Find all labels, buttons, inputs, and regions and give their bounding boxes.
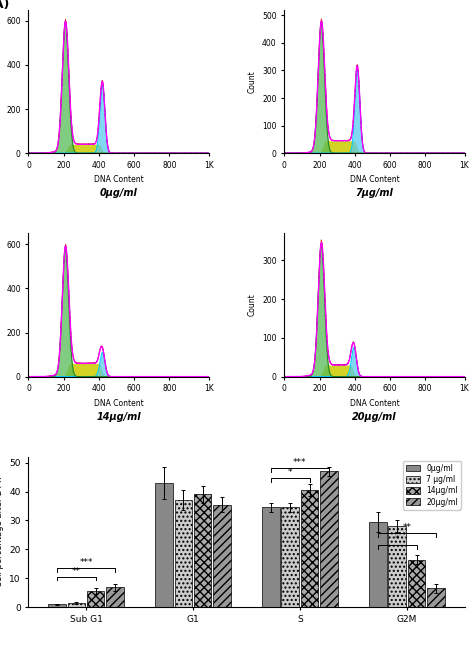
Bar	[320, 471, 337, 607]
Bar	[282, 507, 299, 607]
Text: 0μg/ml: 0μg/ml	[100, 188, 137, 198]
Bar	[155, 483, 173, 607]
Bar	[389, 526, 406, 607]
Text: *: *	[288, 468, 292, 477]
Bar	[262, 507, 280, 607]
X-axis label: DNA Content: DNA Content	[94, 399, 144, 408]
Text: 7μg/ml: 7μg/ml	[356, 188, 393, 198]
Bar	[67, 603, 85, 607]
Text: **: **	[402, 523, 411, 532]
Text: 14μg/ml: 14μg/ml	[96, 411, 141, 422]
Text: (A): (A)	[0, 0, 10, 11]
Bar	[427, 588, 445, 607]
Text: ***: ***	[79, 558, 93, 567]
Bar	[48, 605, 66, 607]
Bar	[301, 490, 319, 607]
Bar	[369, 522, 387, 607]
Y-axis label: Cell percentage after 24 h: Cell percentage after 24 h	[0, 477, 4, 587]
X-axis label: DNA Content: DNA Content	[349, 399, 399, 408]
Y-axis label: Count: Count	[247, 294, 256, 316]
Bar	[106, 587, 124, 607]
Bar	[408, 560, 426, 607]
Y-axis label: Count: Count	[247, 70, 256, 93]
Bar	[213, 505, 231, 607]
X-axis label: DNA Content: DNA Content	[349, 176, 399, 184]
Text: **: **	[72, 567, 81, 576]
Bar	[194, 494, 211, 607]
Legend: 0μg/ml, 7 μg/ml, 14μg/ml, 20μg/ml: 0μg/ml, 7 μg/ml, 14μg/ml, 20μg/ml	[403, 460, 461, 509]
Text: *: *	[395, 535, 400, 544]
Bar	[87, 592, 104, 607]
Text: 20μg/ml: 20μg/ml	[352, 411, 397, 422]
X-axis label: DNA Content: DNA Content	[94, 176, 144, 184]
Bar	[174, 500, 192, 607]
Text: ***: ***	[293, 458, 307, 467]
